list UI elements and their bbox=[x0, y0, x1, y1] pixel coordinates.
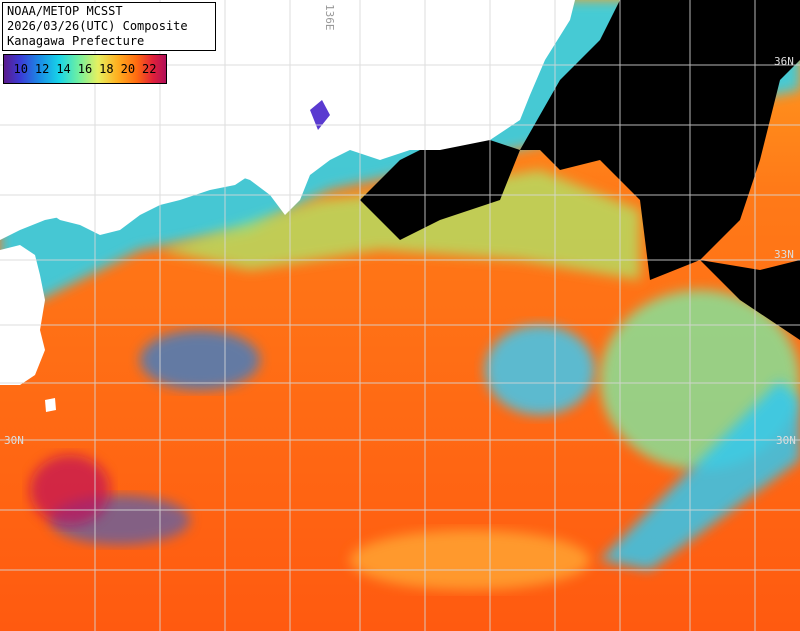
legend-label: 20 bbox=[120, 62, 136, 76]
cool-patch-west bbox=[140, 330, 260, 390]
no-data-area-north bbox=[360, 130, 520, 240]
legend-labels: 10 12 14 16 18 20 22 bbox=[4, 62, 166, 76]
lon-label-136e: 136E bbox=[323, 4, 336, 31]
legend-label: 10 bbox=[13, 62, 28, 76]
lat-label-33n: 33N bbox=[774, 248, 794, 261]
yellow-band bbox=[350, 530, 590, 590]
lat-label-30n-right: 30N bbox=[776, 434, 796, 447]
no-data-area-east bbox=[700, 260, 800, 340]
land-shikoku bbox=[45, 150, 250, 235]
title-line-region: Kanagawa Prefecture bbox=[7, 34, 145, 48]
legend-label: 16 bbox=[77, 62, 93, 76]
land-kyushu bbox=[0, 245, 45, 385]
legend-label: 22 bbox=[142, 62, 157, 76]
legend-label: 12 bbox=[34, 62, 50, 76]
lat-label-30n-left: 30N bbox=[4, 434, 24, 447]
title-line-date: 2026/03/26(UTC) Composite bbox=[7, 19, 188, 33]
land-island-kii bbox=[310, 100, 330, 130]
legend-label: 14 bbox=[56, 62, 71, 76]
no-data-area bbox=[520, 0, 800, 280]
legend-label: 18 bbox=[99, 62, 114, 76]
lat-label-36n: 36N bbox=[774, 55, 794, 68]
title-line-source: NOAA/METOP MCSST bbox=[7, 4, 123, 18]
title-box: NOAA/METOP MCSST 2026/03/26(UTC) Composi… bbox=[2, 2, 216, 51]
cool-eddy-center bbox=[485, 325, 595, 415]
land-island bbox=[45, 398, 56, 412]
color-legend: 10 12 14 16 18 20 22 bbox=[3, 54, 167, 84]
warm-core-southwest bbox=[30, 455, 110, 525]
cool-filament-southeast bbox=[600, 380, 800, 570]
